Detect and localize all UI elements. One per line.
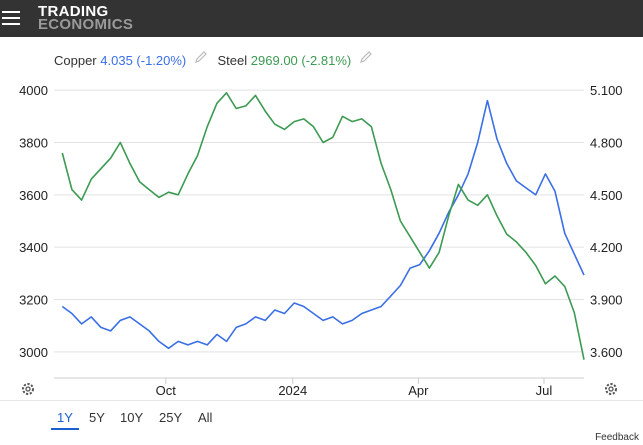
series-line-steel bbox=[61, 92, 585, 360]
footer-divider bbox=[0, 400, 643, 401]
range-5y-button[interactable]: 5Y bbox=[89, 410, 105, 425]
y-left-tick-label: 3400 bbox=[19, 240, 48, 255]
y-left-tick-label: 3000 bbox=[19, 345, 48, 360]
legend-copper-name: Copper bbox=[54, 53, 97, 69]
range-all-button[interactable]: All bbox=[198, 410, 213, 425]
trading-economics-logo[interactable]: TRADING ECONOMICS bbox=[38, 3, 158, 33]
range-10y-button[interactable]: 10Y bbox=[120, 410, 144, 425]
y-left-tick-label: 3800 bbox=[19, 136, 48, 151]
y-left-tick-label: 3600 bbox=[19, 188, 48, 203]
x-tick-label: Apr bbox=[408, 383, 429, 398]
x-tick-label: 2024 bbox=[278, 383, 307, 398]
feedback-link[interactable]: Feedback bbox=[595, 432, 639, 443]
y-right-tick-label: 4.200 bbox=[590, 240, 623, 255]
gear-icon[interactable] bbox=[20, 381, 36, 397]
y-right-tick-label: 4.800 bbox=[590, 136, 623, 151]
x-tick-label: Oct bbox=[156, 383, 177, 398]
x-tick-label: Jul bbox=[536, 383, 553, 398]
range-active-underline bbox=[51, 428, 79, 430]
logo-line1: TRADING bbox=[38, 3, 109, 20]
chart-legend: Copper 4.035 (-1.20%) Steel 2969.00 (-2.… bbox=[54, 50, 379, 68]
legend-copper-value: 4.035 (-1.20%) bbox=[100, 53, 187, 69]
y-right-tick-label: 3.600 bbox=[590, 345, 623, 360]
y-right-tick-label: 5.100 bbox=[590, 83, 623, 98]
legend-steel-value: 2969.00 (-2.81%) bbox=[250, 53, 352, 69]
range-1y-button[interactable]: 1Y bbox=[57, 410, 73, 425]
pencil-icon[interactable] bbox=[359, 50, 373, 64]
series-line-copper bbox=[61, 99, 585, 350]
gear-icon[interactable] bbox=[603, 381, 619, 397]
y-left-tick-label: 3200 bbox=[19, 293, 48, 308]
y-right-tick-label: 4.500 bbox=[590, 188, 623, 203]
top-bar: TRADING ECONOMICS bbox=[0, 0, 643, 37]
pencil-icon[interactable] bbox=[194, 50, 208, 64]
y-right-tick-label: 3.900 bbox=[590, 293, 623, 308]
range-25y-button[interactable]: 25Y bbox=[159, 410, 183, 425]
hamburger-menu-icon[interactable] bbox=[0, 6, 22, 30]
legend-steel-name: Steel bbox=[217, 53, 248, 69]
y-left-tick-label: 4000 bbox=[19, 83, 48, 98]
logo-line2: ECONOMICS bbox=[38, 16, 134, 33]
